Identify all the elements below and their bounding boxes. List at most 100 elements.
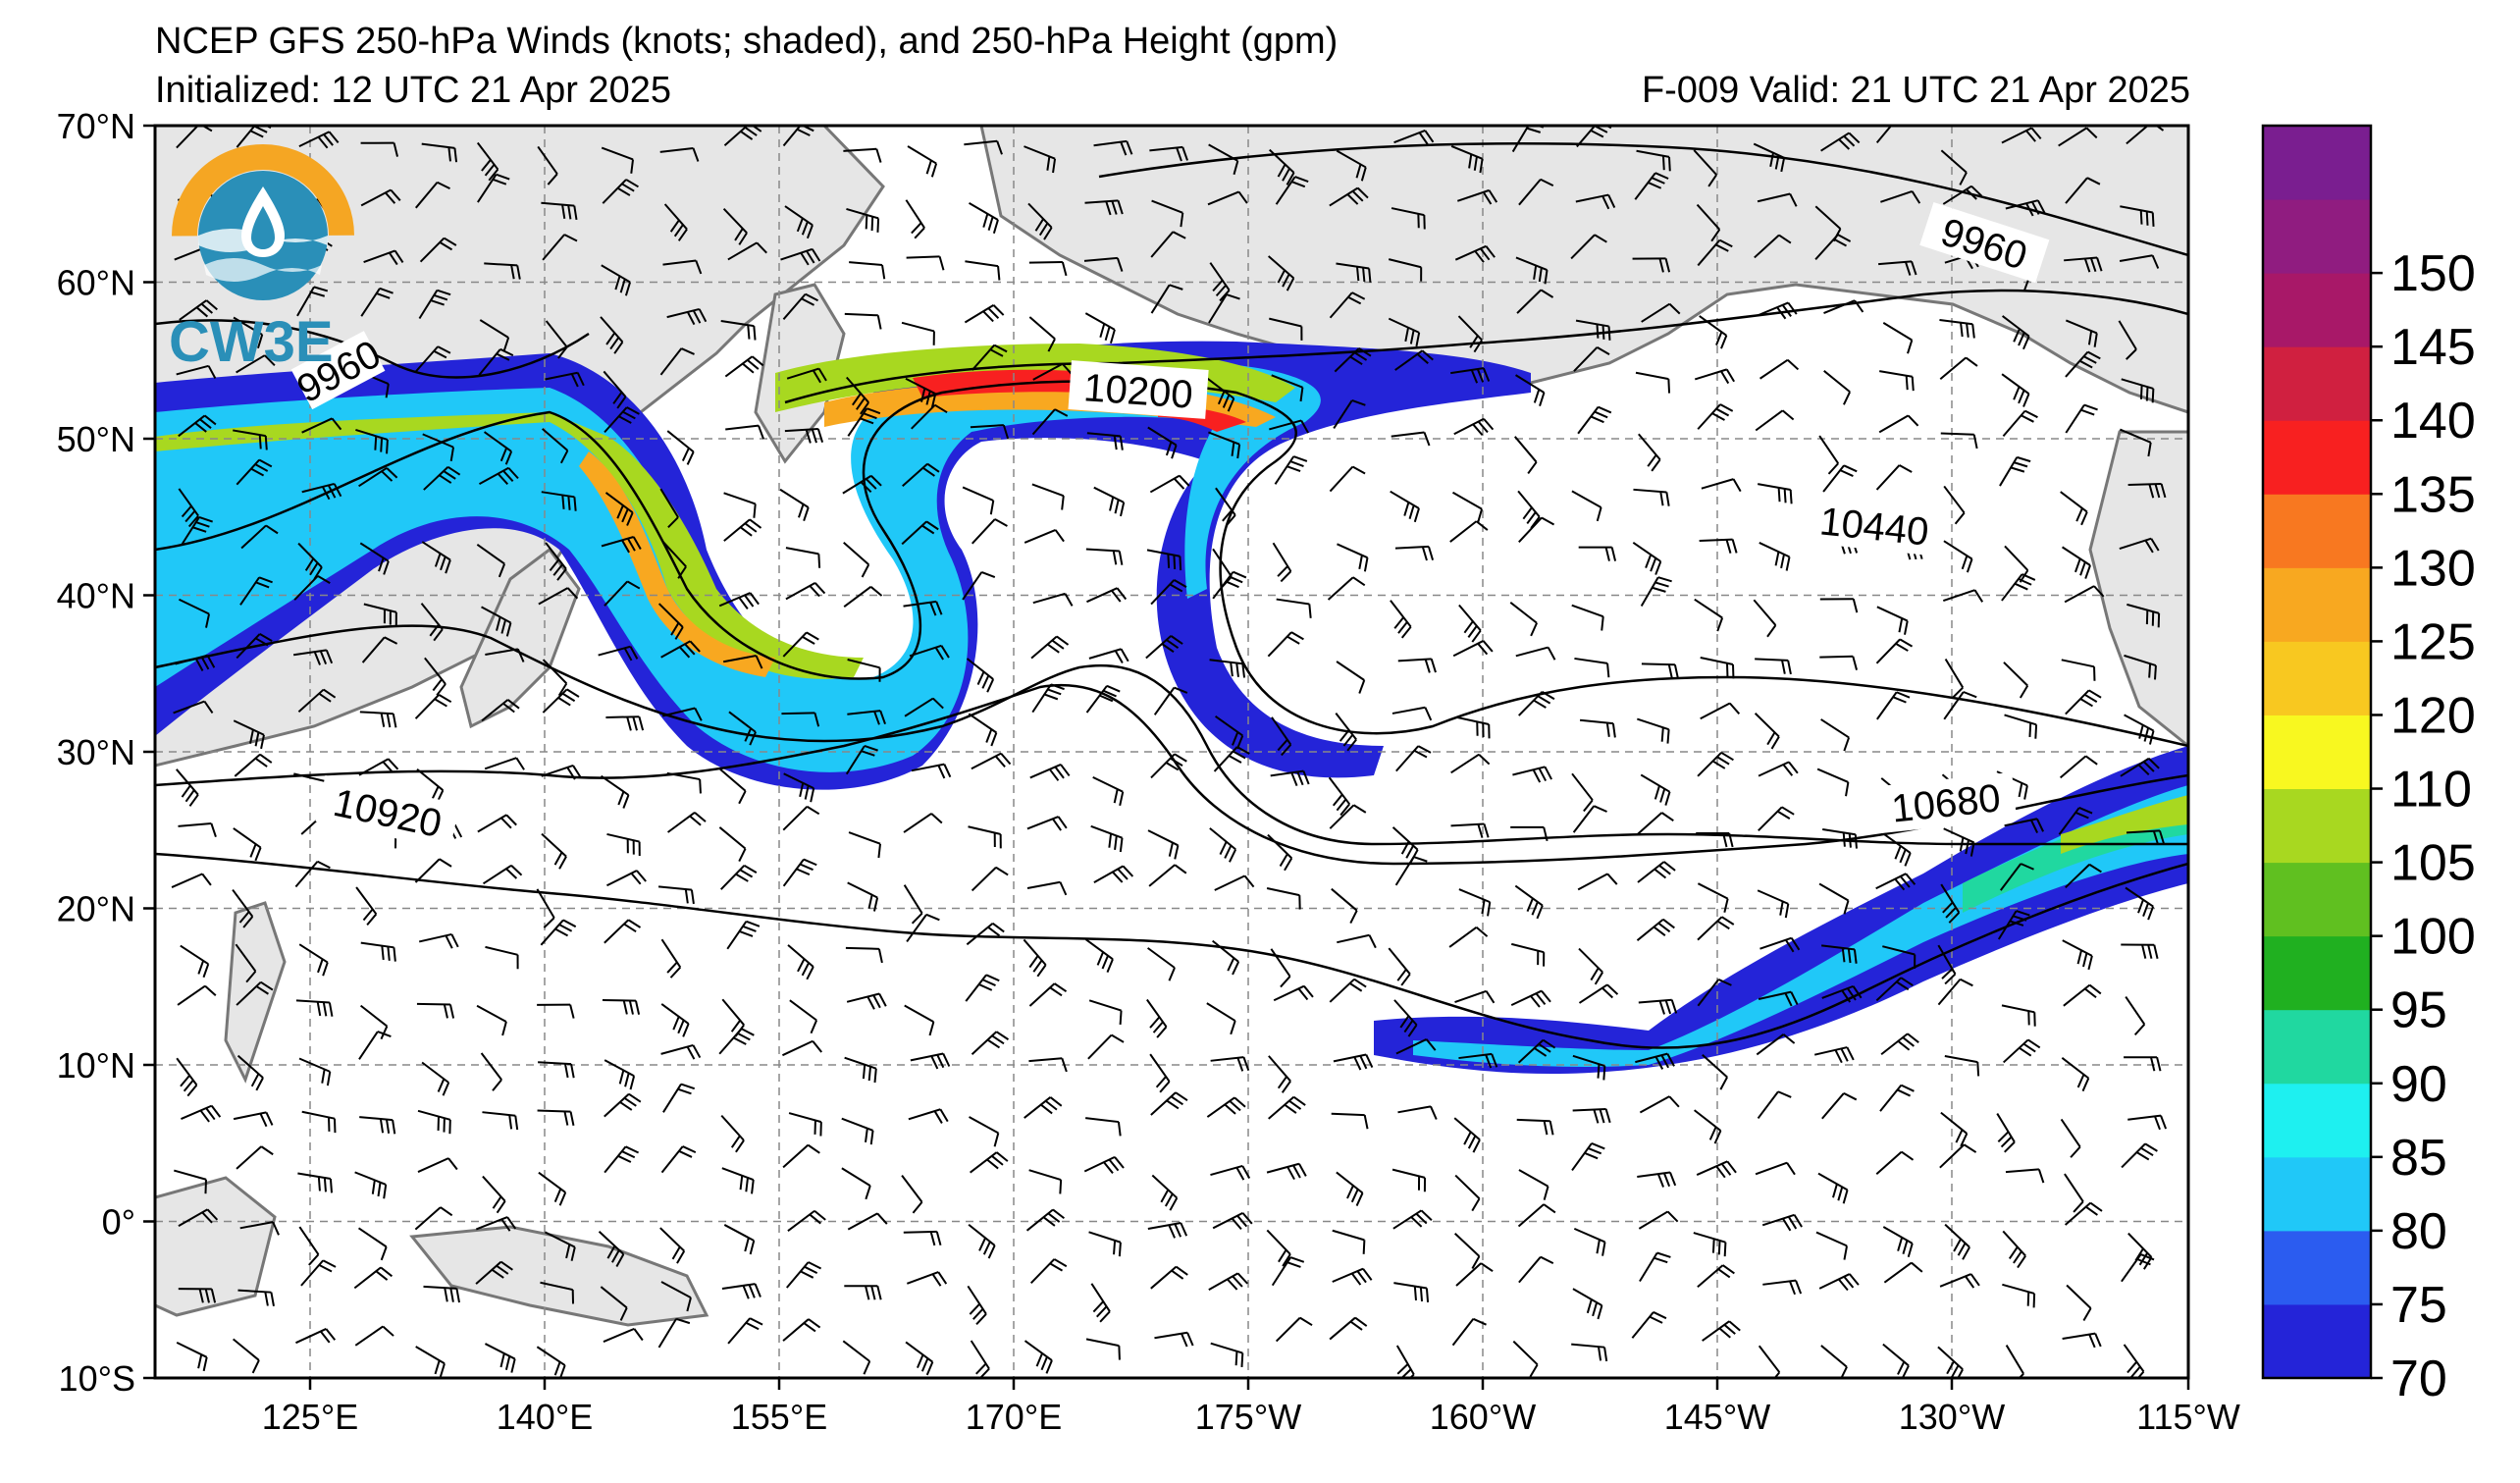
wind-barb <box>1638 433 1661 472</box>
wind-barb <box>1329 1316 1368 1341</box>
wind-barb <box>538 587 579 606</box>
wind-barb <box>477 173 510 203</box>
wind-barb <box>1697 979 1732 1007</box>
wind-barb <box>845 745 878 775</box>
wind-barb <box>415 1346 446 1378</box>
wind-barb <box>1640 576 1672 608</box>
alaska-landmass <box>979 126 2188 414</box>
wind-barb <box>1875 638 1914 664</box>
wind-barb <box>1515 374 1546 406</box>
wind-barb <box>1388 258 1423 282</box>
wind-barb <box>1335 713 1357 752</box>
wind-barb <box>1635 1052 1675 1070</box>
colorbar-tick-label: 135 <box>2390 466 2476 523</box>
wind-barb <box>905 377 937 408</box>
wind-barb <box>843 586 883 608</box>
wind-barb <box>1275 1316 1313 1343</box>
wind-barb <box>180 944 210 979</box>
wind-barb <box>782 805 820 831</box>
wind-barb <box>604 919 642 944</box>
wind-barb <box>1327 576 1366 601</box>
lat-tick-label: 50°N <box>57 419 135 459</box>
wind-barb <box>1575 319 1611 341</box>
wind-barb <box>1214 874 1255 891</box>
wind-barb <box>1215 487 1236 527</box>
wind-barb <box>360 188 401 207</box>
wind-barb <box>1085 1117 1122 1137</box>
wind-barb <box>1084 199 1124 216</box>
wind-barb <box>1638 998 1678 1015</box>
wind-barb <box>174 1169 208 1194</box>
wind-barb <box>542 659 568 697</box>
wind-barb <box>2059 755 2098 779</box>
map-title: NCEP GFS 250-hPa Winds (knots; shaded), … <box>155 21 1339 62</box>
wind-barb <box>2119 254 2160 269</box>
wind-barb <box>1150 753 1187 779</box>
wind-barb <box>178 414 217 438</box>
wind-barb <box>423 1285 460 1303</box>
wind-barb <box>657 1317 691 1349</box>
wind-barb <box>415 181 450 209</box>
wind-barb <box>176 1057 198 1097</box>
wind-barb <box>1944 1055 1980 1077</box>
wind-barb <box>2121 943 2159 959</box>
wind-barb <box>1575 193 1616 210</box>
wind-barb <box>1336 262 1372 283</box>
wind-barb <box>1269 148 1295 185</box>
wind-barb <box>1818 435 1840 475</box>
wind-barb <box>298 943 329 977</box>
lon-tick-label: 145°W <box>1664 1397 1770 1437</box>
wind-barb <box>1093 865 1134 883</box>
wind-barb <box>1452 491 1484 523</box>
wind-barb <box>2002 315 2030 350</box>
wind-barb <box>660 1145 697 1174</box>
wind-barb <box>232 1338 260 1374</box>
wind-barb <box>540 1281 575 1304</box>
wind-barb <box>2004 818 2045 833</box>
wind-barb <box>601 774 630 809</box>
wind-barb <box>1454 1174 1481 1212</box>
wind-barb <box>1876 606 1909 635</box>
wind-barb <box>1448 926 1489 948</box>
wind-barb <box>2127 1114 2168 1131</box>
wind-barb <box>962 570 996 601</box>
wind-barb <box>779 488 810 521</box>
wind-barb <box>1578 983 1619 1004</box>
wind-barb <box>663 203 688 241</box>
wind-barb <box>962 486 995 515</box>
wind-barb <box>1943 691 1977 720</box>
wind-barb <box>541 491 577 511</box>
wind-barb <box>240 524 279 550</box>
colorbar-segment <box>2263 567 2371 642</box>
wind-barb <box>720 1114 745 1153</box>
wind-barb <box>1333 1053 1374 1071</box>
wind-barb <box>903 1230 942 1246</box>
wind-barb <box>1452 640 1494 658</box>
wind-barb <box>1450 367 1491 384</box>
wind-barb <box>909 644 950 661</box>
wind-barb <box>1696 1160 1737 1179</box>
colorbar: 70 75 80 85 90 95 100 105 110 120 125 130 135 140 145 1… <box>2261 124 2476 1407</box>
wind-barb <box>1571 604 1604 631</box>
wind-barb <box>848 831 881 859</box>
wind-barb <box>478 347 514 376</box>
wind-barb <box>718 1028 755 1055</box>
wind-barb <box>1029 1258 1068 1285</box>
wind-barb <box>2064 585 2105 604</box>
wind-barb <box>2060 1118 2081 1158</box>
wind-barb <box>2001 127 2042 144</box>
wind-barb <box>911 763 952 779</box>
wind-barb <box>175 654 216 671</box>
wind-barb <box>1939 356 1978 380</box>
wind-barb <box>235 943 257 983</box>
wind-barb <box>969 1116 1000 1147</box>
wind-barb <box>1631 1311 1667 1339</box>
wind-barb <box>420 603 444 642</box>
wind-barb <box>178 1288 217 1303</box>
wind-barb <box>1940 149 1968 185</box>
lon-tick-label: 170°E <box>966 1397 1062 1437</box>
wind-barb <box>1388 947 1411 986</box>
wind-barb <box>600 316 624 354</box>
wind-barb <box>1821 1092 1858 1120</box>
